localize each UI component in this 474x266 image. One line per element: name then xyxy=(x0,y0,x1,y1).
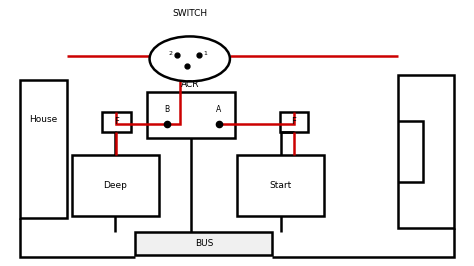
Bar xyxy=(19,80,67,218)
Text: B: B xyxy=(164,105,170,114)
Text: SWITCH: SWITCH xyxy=(172,9,207,18)
Text: F: F xyxy=(114,117,119,126)
Bar xyxy=(280,112,308,132)
Text: A: A xyxy=(217,105,222,114)
Circle shape xyxy=(150,36,230,81)
Text: ACR: ACR xyxy=(181,80,199,89)
Bar xyxy=(72,156,159,216)
Text: Deep: Deep xyxy=(104,181,128,190)
Text: Start: Start xyxy=(270,181,292,190)
Bar xyxy=(237,156,324,216)
Bar xyxy=(398,75,455,228)
Bar xyxy=(102,112,131,132)
Text: F: F xyxy=(292,117,296,126)
Bar xyxy=(136,232,273,255)
Bar xyxy=(147,92,235,138)
Text: 1: 1 xyxy=(203,51,207,56)
Text: BUS: BUS xyxy=(195,239,213,248)
Text: House: House xyxy=(29,115,57,124)
Text: 2: 2 xyxy=(169,51,173,56)
